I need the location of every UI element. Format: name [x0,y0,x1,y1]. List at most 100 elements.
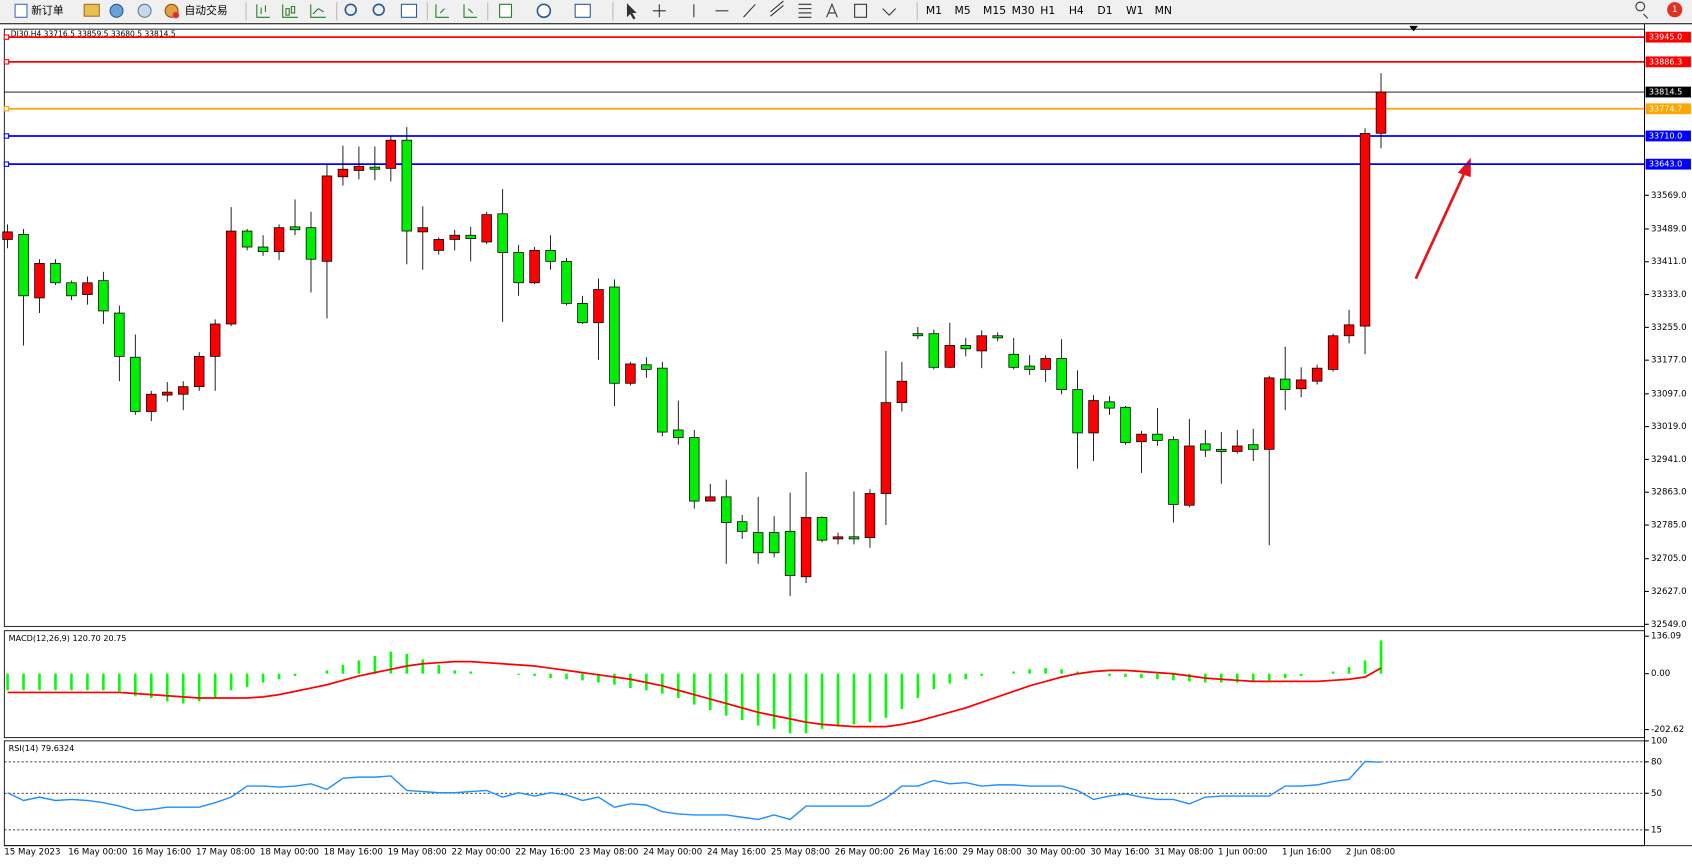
icon[interactable] [83,3,100,17]
candle-body [66,282,77,297]
x-tick-label: 1 Jun 00:00 [1218,848,1267,858]
candle-body [50,263,61,284]
candle-body [193,356,205,388]
histogram-bar [197,673,201,702]
candle-body [657,367,668,433]
candle-body [1343,324,1355,337]
icon[interactable] [310,4,326,18]
icon[interactable] [256,4,270,18]
y-tick-label: 33019.0 [1651,422,1687,432]
cursor-tool[interactable] [626,3,637,20]
histogram-bar [341,664,345,674]
timeframe-button[interactable]: M1 [926,4,942,17]
histogram-bar [373,656,377,674]
timeframe-button[interactable]: MN [1155,4,1172,17]
histogram-bar [788,673,792,734]
candle-body [289,226,301,231]
toolbar: 新订单 自动交易 M1 [0,0,1692,23]
periods[interactable] [536,3,552,19]
histogram-bar [134,673,137,696]
zoom-out[interactable] [372,3,385,16]
timeframe-button[interactable]: M30 [1012,4,1035,17]
y-tick-label: 50 [1651,789,1662,799]
histogram-bar [677,673,680,698]
arrows-tool[interactable] [882,8,897,16]
candle-body [1056,358,1067,390]
zoom-in[interactable] [344,3,357,16]
candle-body [1168,439,1179,505]
trendline-tool[interactable] [743,3,756,18]
icon [172,11,180,19]
notification-badge[interactable] [1667,2,1683,18]
histogram-bar [756,673,760,726]
notification-count: 1 [1672,5,1677,15]
search[interactable] [1635,1,1649,19]
candle-body [1104,401,1115,409]
candle-body [34,263,45,299]
histogram-bar [118,673,121,692]
candle-body [369,166,381,170]
candle-body [625,363,636,384]
icon[interactable] [109,3,124,18]
icon[interactable] [463,4,477,18]
candle-body [1263,377,1275,450]
tile-windows[interactable] [400,3,418,18]
new-order-button[interactable]: 新订单 [14,3,64,18]
candle-body [513,252,524,284]
candle-body [705,496,716,502]
timeframe-button[interactable]: H4 [1069,4,1084,17]
histogram-bar [884,673,888,718]
timeframe-button[interactable]: H1 [1040,4,1055,17]
candle-body [401,139,413,232]
timeframe-button[interactable]: D1 [1097,4,1112,17]
x-tick-label: 18 May 00:00 [260,848,319,858]
indicators[interactable] [499,3,513,18]
candle-body [912,333,924,337]
x-tick-label: 2 Jun 08:00 [1346,848,1395,858]
candle-body [337,168,349,178]
y-tick-label: 32549.0 [1651,620,1687,630]
histogram-bar [980,673,984,676]
candle-body [880,402,892,494]
histogram-bar [1379,640,1383,674]
x-tick-label: 22 May 00:00 [451,848,510,858]
histogram-bar [389,651,393,674]
histogram-bar [213,673,217,698]
histogram-bar [1140,673,1143,679]
timeframe-button[interactable]: W1 [1126,4,1144,17]
histogram-bar [740,673,744,721]
timeframe-button[interactable]: M5 [954,4,970,17]
y-tick-label: 33333.0 [1651,290,1687,300]
signal-line [7,660,1382,728]
candle-body [561,260,572,304]
channel-tool[interactable] [770,0,784,17]
indicator-title: RSI(14) 79.6324 [9,743,75,753]
histogram-bar [277,673,281,680]
icon[interactable] [282,4,298,18]
candle-body [497,213,508,253]
timeframe-button[interactable]: M15 [983,4,1006,17]
candle-body [1008,353,1019,368]
candle-body [18,234,29,297]
crosshair-tool[interactable] [652,4,666,18]
label-tool[interactable] [854,3,868,18]
auto-trading-button[interactable]: 自动交易 [164,3,228,19]
candle-body [1311,367,1323,382]
templates[interactable] [574,3,591,18]
candle-body [481,214,492,243]
y-tick-label: 32863.0 [1651,488,1687,498]
text-tool[interactable] [826,2,838,18]
histogram-bar [804,673,808,734]
histogram-bar [38,673,41,691]
level-label-bg [1645,31,1691,43]
candle-body [752,532,764,554]
histogram-bar [1012,671,1015,674]
candle-body [241,230,253,248]
fibo-tool[interactable] [798,3,812,18]
x-tick-label: 31 May 08:00 [1154,848,1213,858]
x-tick-label: 16 May 00:00 [68,848,127,858]
histogram-bar [900,673,904,709]
histogram-bar [916,673,920,698]
icon[interactable] [435,4,449,18]
icon[interactable] [137,3,152,18]
